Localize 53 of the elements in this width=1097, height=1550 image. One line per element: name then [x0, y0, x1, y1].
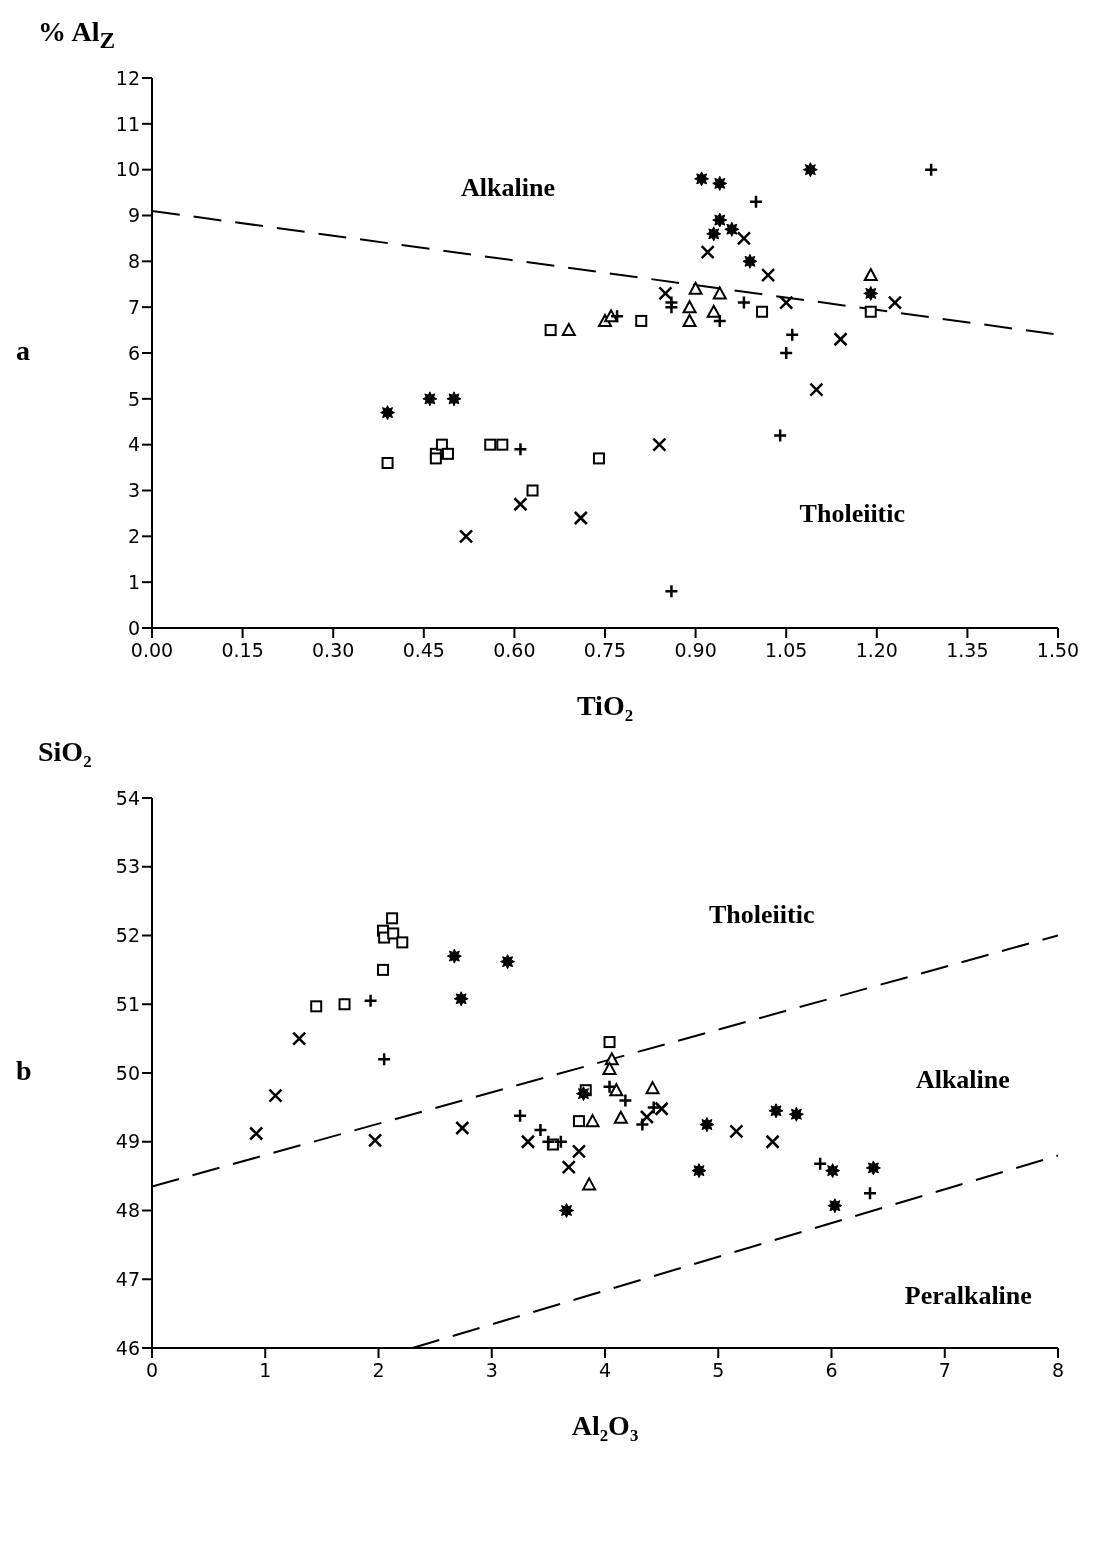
text: b: [16, 1055, 32, 1087]
y-tick-label: 0: [127, 616, 140, 639]
y-tick-label: 52: [115, 924, 140, 947]
x-tick-label: 1.50: [1036, 639, 1080, 662]
x-tick-label: 2: [372, 1359, 385, 1382]
y-tick-label: 4: [127, 433, 140, 456]
y-tick-label: 48: [115, 1199, 140, 1222]
y-tick-label: 47: [115, 1267, 140, 1290]
y-axis-title: SiO₂: [38, 736, 92, 768]
x-tick-label: 7: [938, 1359, 951, 1382]
y-tick-label: 1: [127, 570, 140, 593]
y-tick-label: 50: [115, 1061, 140, 1084]
y-tick-label: 54: [115, 786, 140, 809]
x-tick-label: 0: [145, 1359, 159, 1382]
x-tick-label: 0.30: [312, 639, 355, 662]
x-tick-label: 0.45: [402, 639, 445, 662]
x-tick-label: 5: [712, 1359, 725, 1382]
x-tick-label: 0.15: [221, 639, 264, 662]
text: a: [16, 335, 30, 367]
x-tick-label: 3: [485, 1359, 498, 1382]
x-tick-label: 1: [259, 1359, 272, 1382]
annotation: Alkaline: [915, 1064, 1010, 1095]
x-tick-label: 0.00: [130, 639, 174, 662]
x-axis-title: Al₂O₃: [570, 1410, 640, 1442]
annotation: Tholeiitic: [799, 498, 906, 529]
y-tick-label: 53: [115, 855, 140, 878]
annotation: Alkaline: [461, 173, 556, 203]
x-tick-label: 1.05: [765, 639, 808, 662]
x-tick-label: 1.20: [855, 639, 898, 662]
y-tick-label: 9: [127, 204, 140, 227]
x-tick-label: 1.35: [946, 639, 989, 662]
y-tick-label: 10: [115, 158, 140, 181]
y-axis-title: % Al$_{Z}$: [38, 16, 116, 54]
y-tick-label: 11: [115, 112, 140, 135]
y-tick-label: 7: [127, 295, 140, 318]
x-tick-label: 0.75: [583, 639, 627, 662]
x-tick-label: 4: [598, 1359, 612, 1382]
y-tick-label: 2: [127, 525, 140, 548]
x-axis-title: TiO₂: [575, 690, 635, 722]
x-tick-label: 0.90: [674, 639, 717, 662]
y-tick-label: 49: [115, 1130, 140, 1153]
y-tick-label: 3: [127, 479, 140, 502]
x-tick-label: 6: [825, 1359, 838, 1382]
annotation: Peralkaline: [904, 1281, 1032, 1312]
annotation: Tholeiitic: [709, 899, 815, 930]
y-tick-label: 8: [127, 250, 140, 273]
y-tick-label: 46: [115, 1336, 140, 1359]
y-tick-label: 6: [127, 341, 140, 364]
x-tick-label: 0.60: [493, 639, 536, 662]
y-tick-label: 5: [127, 387, 140, 410]
y-tick-label: 51: [115, 992, 140, 1015]
x-tick-label: 8: [1051, 1359, 1065, 1382]
y-tick-label: 12: [115, 66, 140, 89]
